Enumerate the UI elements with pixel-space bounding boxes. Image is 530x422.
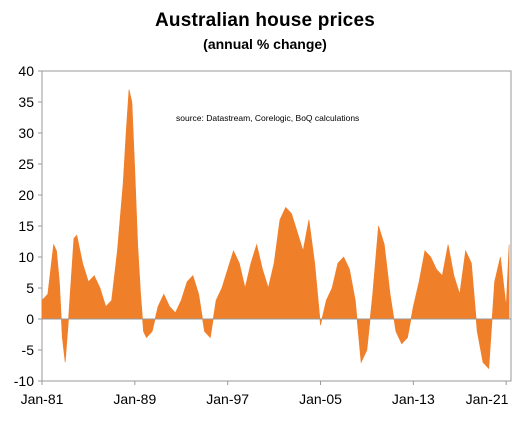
x-tick-label: Jan-89 <box>113 391 156 407</box>
x-axis: Jan-81 Jan-89 Jan-97 Jan-05 Jan-13 Jan-21 <box>21 381 509 407</box>
chart-subtitle: (annual % change) <box>203 36 327 52</box>
y-tick-label: 0 <box>26 311 34 327</box>
y-tick-label: 35 <box>18 94 34 110</box>
y-tick-label: 10 <box>18 249 34 265</box>
source-note: source: Datastream, Corelogic, BoQ calcu… <box>176 113 359 123</box>
x-tick-label: Jan-21 <box>466 391 509 407</box>
house-price-area <box>41 89 510 370</box>
y-tick-label: 40 <box>18 63 34 79</box>
y-tick-label: 30 <box>18 125 34 141</box>
y-tick-label: 20 <box>18 187 34 203</box>
x-tick-label: Jan-81 <box>21 391 64 407</box>
x-tick-label: Jan-13 <box>392 391 435 407</box>
x-tick-label: Jan-97 <box>206 391 249 407</box>
y-tick-label: 25 <box>18 156 34 172</box>
y-tick-label: 5 <box>26 280 34 296</box>
y-tick-label: 15 <box>18 218 34 234</box>
y-tick-label: -10 <box>14 373 34 389</box>
x-tick-label: Jan-05 <box>299 391 342 407</box>
series-layer <box>41 89 511 370</box>
y-axis: 40 35 30 25 20 15 10 5 0 -5 -10 <box>14 63 42 389</box>
y-tick-label: -5 <box>22 342 35 358</box>
chart-title: Australian house prices <box>154 10 375 31</box>
